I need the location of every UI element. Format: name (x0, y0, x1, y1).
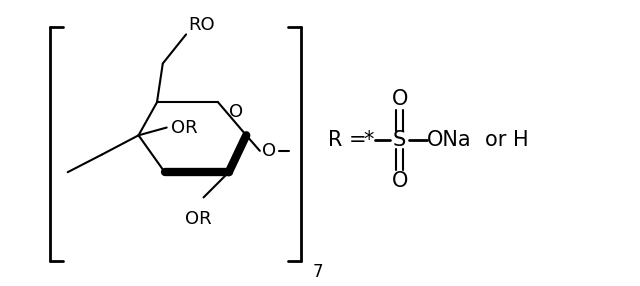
Text: *: * (364, 130, 374, 150)
Text: O: O (229, 103, 243, 121)
Text: O: O (392, 90, 408, 110)
Text: OR: OR (171, 118, 198, 136)
Text: R =: R = (328, 130, 366, 150)
Text: O: O (262, 142, 276, 160)
Text: or H: or H (485, 130, 529, 150)
Text: 7: 7 (312, 263, 323, 281)
Text: O: O (392, 171, 408, 191)
Text: OR: OR (186, 210, 212, 228)
Text: RO: RO (188, 16, 214, 34)
Text: ONa: ONa (427, 130, 472, 150)
Text: S: S (393, 130, 406, 150)
